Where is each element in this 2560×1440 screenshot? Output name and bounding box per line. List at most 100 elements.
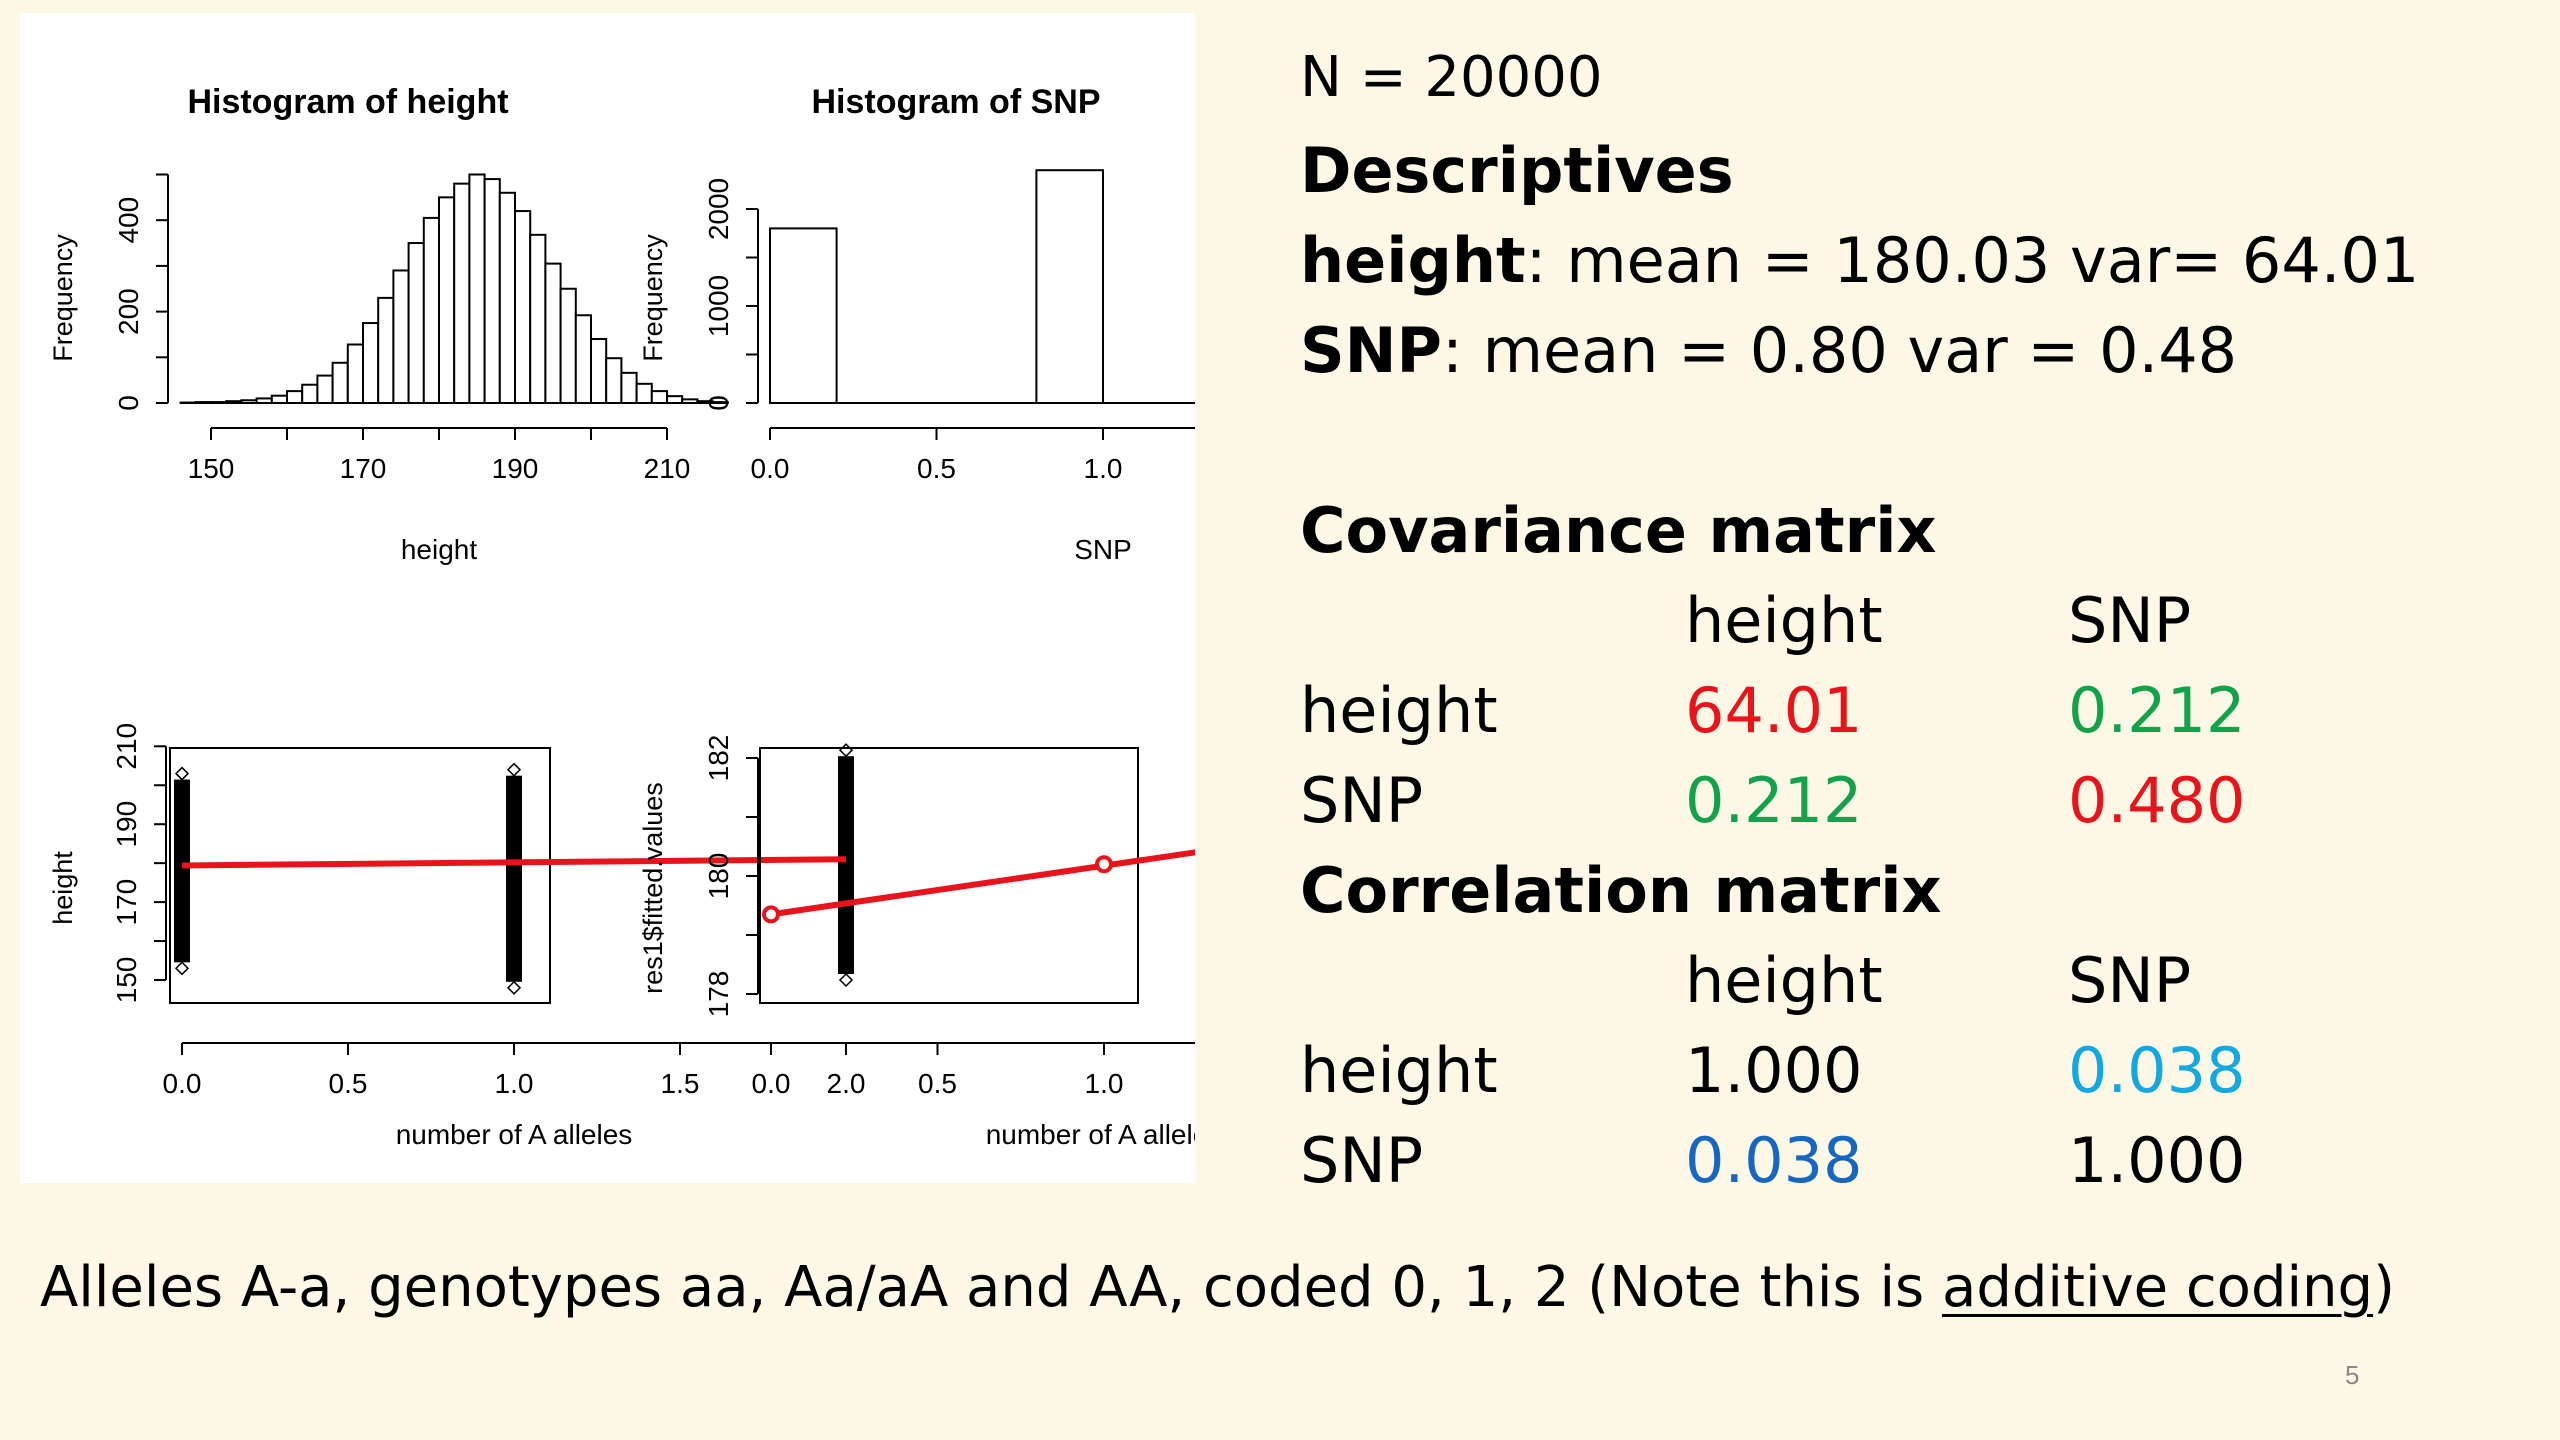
histogram-bar <box>650 390 668 405</box>
correlation-row-label: height <box>1300 1034 1498 1107</box>
x-tick-label: 190 <box>492 453 539 484</box>
y-tick-label: 200 <box>113 288 144 335</box>
y-tick-label: 0 <box>703 395 734 411</box>
histogram-bar <box>605 357 623 404</box>
x-tick-label: 0.5 <box>329 1068 368 1099</box>
histogram-bar <box>453 182 471 404</box>
histogram-bar <box>194 401 213 404</box>
histogram-bar <box>483 178 501 404</box>
y-tick-label: 190 <box>111 801 142 848</box>
y-tick-label: 182 <box>703 735 734 782</box>
correlation-heading: Correlation matrix <box>1300 854 1942 927</box>
x-tick-label: 0.0 <box>751 453 790 484</box>
x-tick-label: 0.5 <box>917 453 956 484</box>
height-descriptive-label: height <box>1300 224 1526 297</box>
scatter-point <box>506 980 522 995</box>
correlation-cell: 1.000 <box>2068 1124 2246 1197</box>
histogram-bar <box>590 338 608 404</box>
y-tick-label: 170 <box>111 879 142 926</box>
sample-size: N = 20000 <box>1300 45 1603 110</box>
snp-descriptive-label: SNP <box>1300 314 1442 387</box>
chart-title: Histogram of SNP <box>811 83 1100 121</box>
covariance-col-snp: SNP <box>2068 584 2192 657</box>
x-tick-label: 0.0 <box>752 1068 791 1099</box>
x-axis-label: SNP <box>1074 534 1132 565</box>
histogram-bar <box>225 400 243 404</box>
histogram-bar <box>301 383 319 405</box>
chart-title: Histogram of height <box>187 83 508 121</box>
histogram-bar <box>377 296 395 405</box>
covariance-col-height: height <box>1685 584 1883 657</box>
scatter-point-column <box>506 775 522 982</box>
y-tick-label: 1000 <box>703 275 734 337</box>
histogram-bar <box>544 262 562 404</box>
y-tick-label: 210 <box>111 723 142 770</box>
x-axis-label: height <box>401 534 478 565</box>
y-tick-label: 0 <box>113 395 144 411</box>
histogram-bar <box>666 395 684 404</box>
y-tick-label: 180 <box>703 853 734 900</box>
histogram-bar <box>711 401 729 404</box>
fitted-line <box>181 856 847 869</box>
height-descriptive-values: : mean = 180.03 var= 64.01 <box>1525 224 2420 297</box>
covariance-cell: 0.212 <box>2068 674 2246 747</box>
correlation-cell: 0.038 <box>2068 1034 2246 1107</box>
y-axis-label: height <box>48 851 78 925</box>
correlation-row-height: height 1.000 0.038 <box>1300 1040 2500 1102</box>
histogram-bar <box>438 196 456 404</box>
scatter-point <box>506 762 522 777</box>
y-axis-label: Frequency <box>638 234 668 362</box>
x-tick-label: 150 <box>188 453 235 484</box>
histogram-bar <box>468 173 486 404</box>
plot-box <box>169 747 551 1004</box>
x-tick-label: 0.5 <box>918 1068 957 1099</box>
x-tick-label: 210 <box>644 453 691 484</box>
histogram-bar <box>362 322 380 404</box>
x-axis-label: number of A alleles <box>396 1119 633 1150</box>
plot-panel: Histogram of height 150 170 190 210 height 0 20… <box>20 13 1195 1183</box>
histogram-bar <box>240 399 258 404</box>
page-number: 5 <box>2345 1360 2360 1390</box>
descriptives-heading: Descriptives <box>1300 134 1734 207</box>
histogram-bar <box>529 233 547 404</box>
correlation-col-snp: SNP <box>2068 944 2192 1017</box>
correlation-cell: 1.000 <box>1685 1034 1863 1107</box>
correlation-cell: 0.038 <box>1685 1124 1863 1197</box>
covariance-row-label: height <box>1300 674 1498 747</box>
histogram-bar <box>635 382 653 404</box>
covariance-cell: 64.01 <box>1685 674 1863 747</box>
footer-underlined: additive coding <box>1942 1255 2374 1320</box>
x-tick-label: 0.0 <box>163 1068 202 1099</box>
histogram-bar <box>286 390 304 405</box>
histogram-bar <box>316 374 334 404</box>
covariance-row-label: SNP <box>1300 764 1424 837</box>
y-axis-label: res1$fitted.values <box>638 782 668 994</box>
scatter-point <box>838 743 854 758</box>
footer-note: Alleles A-a, genotypes aa, Aa/aA and AA,… <box>40 1255 2395 1320</box>
y-tick-label: 2000 <box>703 178 734 240</box>
plot-box <box>759 747 1139 1004</box>
histogram-bar <box>514 210 532 404</box>
covariance-row-height: height 64.01 0.212 <box>1300 680 2500 742</box>
y-tick-label: 400 <box>113 197 144 244</box>
covariance-heading: Covariance matrix <box>1300 494 1937 567</box>
scatter-point <box>174 961 190 976</box>
histogram-bar <box>620 371 638 405</box>
histogram-bar <box>346 343 364 404</box>
histogram-bar <box>574 314 592 405</box>
x-tick-label: 1.0 <box>1085 1068 1124 1099</box>
snp-descriptive: SNP: mean = 0.80 var = 0.48 <box>1300 320 2237 382</box>
histogram-bar <box>769 227 838 404</box>
snp-descriptive-values: : mean = 0.80 var = 0.48 <box>1441 314 2238 387</box>
x-tick-label: 170 <box>340 453 387 484</box>
x-tick-label: 2.0 <box>827 1068 866 1099</box>
histogram-bar <box>498 191 516 404</box>
scatter-point-column <box>174 779 190 963</box>
covariance-cell: 0.212 <box>1685 764 1863 837</box>
scatter-point-column <box>838 756 854 974</box>
x-tick-label: 1.5 <box>661 1068 700 1099</box>
scatter-point <box>838 972 854 988</box>
y-tick-label: 150 <box>111 957 142 1004</box>
histogram-bar <box>681 398 699 404</box>
plots-svg: Histogram of height 150 170 190 210 height 0 20… <box>48 83 1195 1150</box>
